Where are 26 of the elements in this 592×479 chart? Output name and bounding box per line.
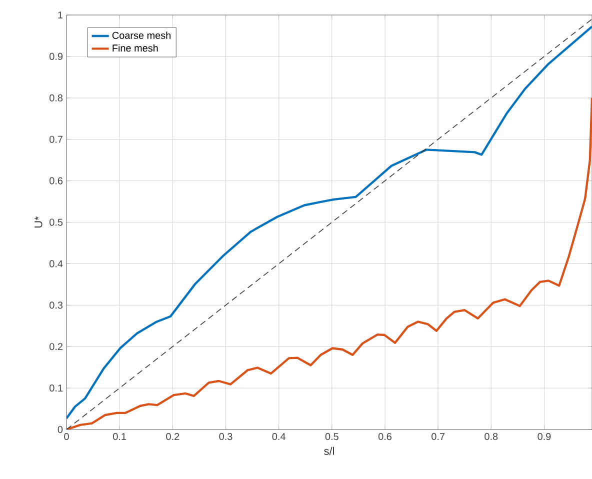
legend-label: Fine mesh	[112, 44, 158, 52]
y-tick-label: 0.9	[50, 52, 63, 60]
x-tick-label: 0.4	[272, 433, 286, 440]
y-tick-label: 1	[58, 12, 62, 18]
y-tick-label: 0.8	[50, 94, 63, 102]
y-tick-label: 0	[58, 426, 63, 434]
x-tick-label: 0.1	[113, 433, 126, 440]
y-tick-label: 0.3	[50, 302, 63, 309]
x-tick-label: 0.2	[166, 433, 180, 440]
x-tick-label: 0.8	[484, 433, 498, 440]
x-tick-label: 0.6	[378, 433, 392, 440]
y-axis-title: U*	[34, 216, 42, 228]
x-axis-title: s/l	[324, 446, 334, 455]
y-tick-label: 0.7	[50, 136, 62, 143]
y-tick-label: 0.2	[50, 343, 62, 350]
line-series	[66, 96, 592, 430]
x-tick-label: 0.7	[432, 433, 444, 440]
x-tick-label: 0.3	[219, 433, 232, 440]
y-tick-label: 0.1	[50, 384, 63, 392]
y-tick-label: 0.4	[50, 260, 63, 268]
legend-label: Coarse mesh	[112, 32, 170, 39]
y-tick-label: 0.6	[50, 177, 63, 184]
x-tick-label: 0.5	[325, 433, 338, 440]
y-tick-label: 0.5	[50, 218, 63, 226]
x-tick-label: 0	[64, 433, 69, 440]
x-tick-label: 0.9	[538, 433, 551, 440]
